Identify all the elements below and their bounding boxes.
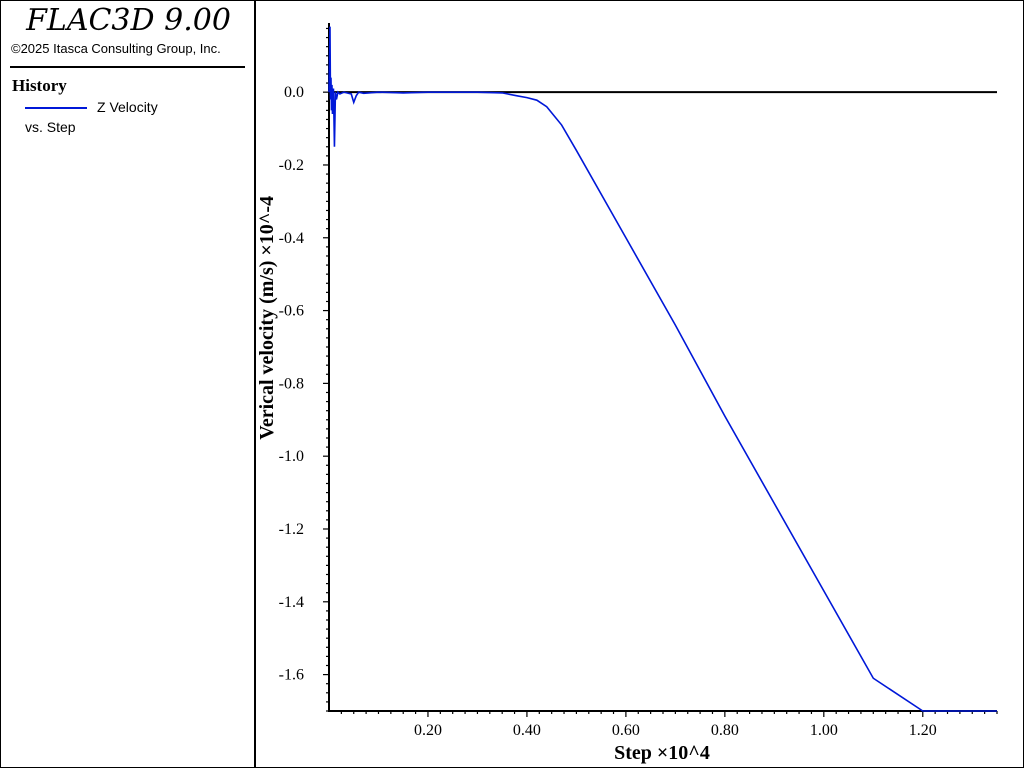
- y-tick-label: -1.0: [279, 448, 304, 465]
- y-axis-title: Verical velocity (m/s) ×10^-4: [257, 196, 278, 440]
- legend-series-label: Z Velocity: [97, 99, 158, 115]
- app-title: FLAC3D 9.00: [26, 3, 231, 38]
- y-tick-label: -0.6: [279, 303, 304, 320]
- legend-x-variable: vs. Step: [25, 119, 76, 135]
- series-line-z-velocity: [328, 26, 997, 712]
- axes: [323, 23, 998, 717]
- y-tick-label: -1.2: [279, 521, 304, 538]
- history-chart: 0.20 0.40 0.60 0.80 1.00 1.20 0.0 -0.2 -0.4 -0.6…: [257, 23, 998, 764]
- legend-series-swatch: [25, 107, 87, 109]
- x-axis-ticks: 0.20 0.40 0.60 0.80 1.00 1.20: [414, 722, 937, 739]
- x-tick-label: 0.60: [612, 722, 640, 739]
- y-axis-ticks: 0.0 -0.2 -0.4 -0.6 -0.8 -1.0 -1.2 -1.4 -1.6: [279, 84, 304, 683]
- x-tick-label: 0.40: [513, 722, 541, 739]
- legend-panel: FLAC3D 9.00 ©2025 Itasca Consulting Grou…: [1, 1, 256, 767]
- x-tick-label: 1.00: [810, 722, 838, 739]
- y-tick-label: -1.4: [279, 594, 304, 611]
- x-tick-label: 0.20: [414, 722, 442, 739]
- x-axis-title: Step ×10^4: [614, 742, 710, 764]
- y-tick-label: -0.2: [279, 157, 304, 174]
- x-tick-label: 1.20: [909, 722, 937, 739]
- copyright-notice: ©2025 Itasca Consulting Group, Inc.: [11, 41, 221, 56]
- plot-area: 0.20 0.40 0.60 0.80 1.00 1.20 0.0 -0.2 -0.4 -0.6…: [257, 1, 1022, 766]
- y-tick-label: -0.8: [279, 375, 304, 392]
- legend-heading: History: [12, 76, 67, 95]
- y-tick-label: -0.4: [279, 230, 304, 247]
- y-tick-label: -1.6: [279, 667, 304, 684]
- divider: [10, 66, 245, 68]
- x-tick-label: 0.80: [711, 722, 739, 739]
- y-tick-label: 0.0: [284, 84, 304, 101]
